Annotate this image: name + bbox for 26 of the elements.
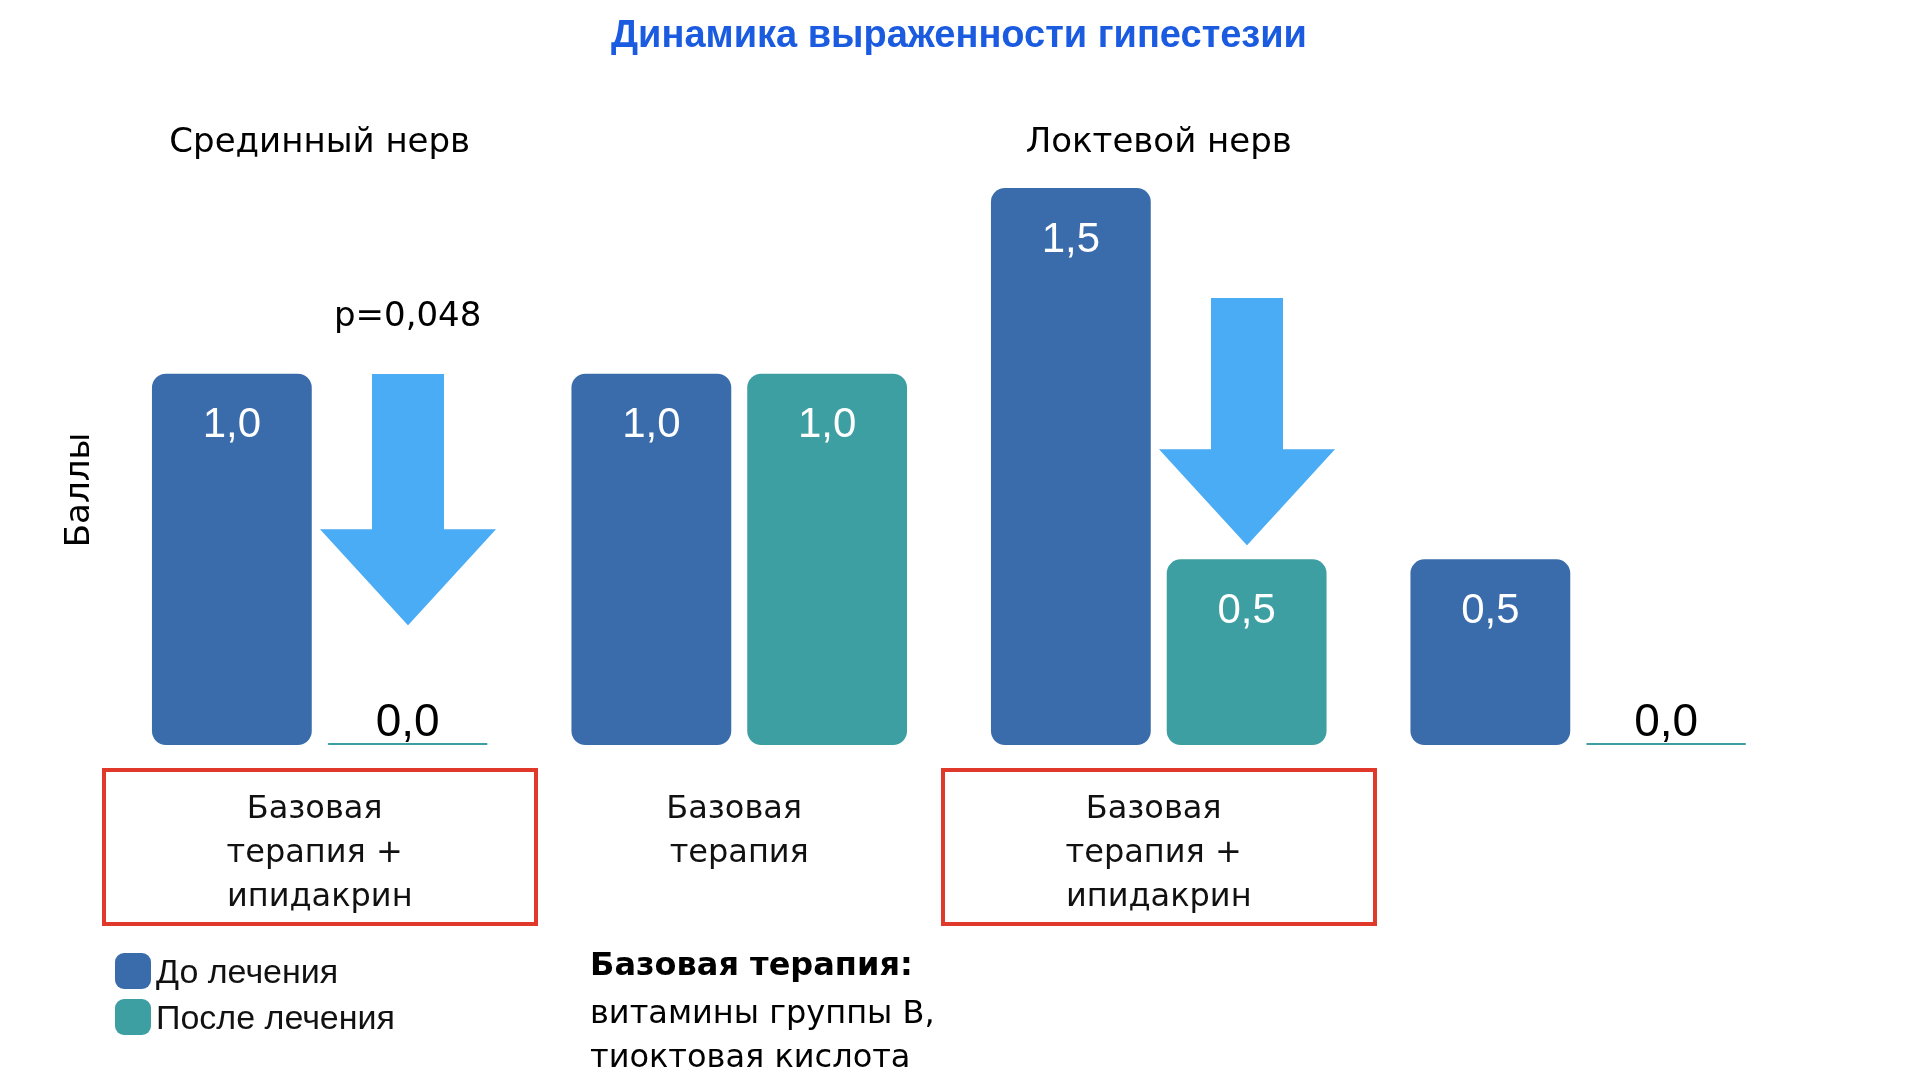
y-axis-title: Баллы bbox=[57, 432, 98, 548]
bar bbox=[571, 373, 732, 745]
text: Локтевой нерв bbox=[1025, 120, 1292, 160]
chart-title: Динамика выраженности гипестезии bbox=[611, 13, 1307, 55]
text: Базовая терапия: bbox=[590, 945, 913, 983]
data-label: 1,0 bbox=[797, 399, 857, 447]
data-label: 0,5 bbox=[1217, 584, 1276, 632]
data-label: 0,0 bbox=[1634, 694, 1699, 746]
bar bbox=[1166, 559, 1327, 745]
data-label: 1,5 bbox=[1041, 213, 1101, 261]
x-tick-label: Базовая терапия + ипидакрин bbox=[1065, 788, 1252, 914]
legend-label: До лечения bbox=[156, 952, 339, 990]
bar bbox=[990, 188, 1151, 745]
text: витамины группы B, тиоктовая кислота bbox=[590, 992, 936, 1077]
bar bbox=[747, 373, 908, 745]
data-label: 0,5 bbox=[1461, 584, 1520, 632]
annotation: p=0,048 bbox=[333, 293, 482, 334]
data-label: 0,0 bbox=[375, 694, 440, 746]
x-tick-label: Базовая терапия bbox=[666, 788, 813, 870]
bar bbox=[151, 373, 312, 745]
text: Срединный нерв bbox=[169, 120, 471, 160]
data-label: 1,0 bbox=[202, 399, 262, 447]
x-tick-label: Базовая терапия + ипидакрин bbox=[226, 788, 413, 914]
legend-label: После лечения bbox=[156, 998, 395, 1036]
data-label: 1,0 bbox=[622, 399, 681, 447]
bar bbox=[1410, 559, 1571, 745]
